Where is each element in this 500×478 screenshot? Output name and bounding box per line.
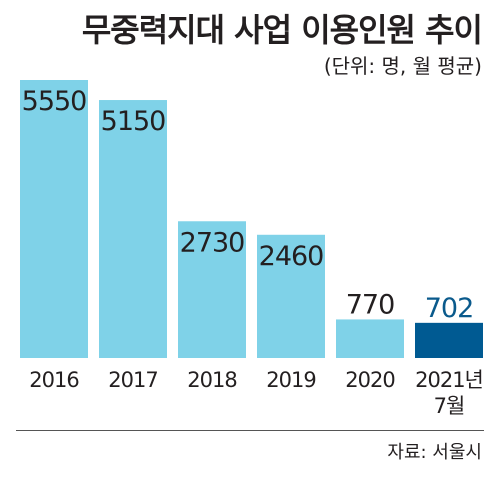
category-label-4: 2020 xyxy=(345,368,394,392)
bar-1 xyxy=(99,100,167,358)
bar-4 xyxy=(336,319,404,358)
category-label-5: 2021년 7월 xyxy=(415,368,483,418)
source-note: 자료: 서울시 xyxy=(387,442,482,463)
value-label-2: 2730 xyxy=(180,227,245,258)
source-divider xyxy=(16,430,484,431)
value-label-0: 5550 xyxy=(22,86,87,117)
value-label-3: 2460 xyxy=(259,241,324,272)
value-label-5: 702 xyxy=(425,293,474,324)
category-label-1: 2017 xyxy=(108,368,157,392)
category-label-group: 2016 2017 2018 2019 2020 2021년 7월 xyxy=(29,368,484,418)
value-label-group: 5550 5150 2730 2460 770 702 xyxy=(22,86,475,324)
bar-5 xyxy=(415,322,483,358)
chart-title: 무중력지대 사업 이용인원 추이 xyxy=(81,11,483,49)
bar-2 xyxy=(178,221,246,358)
value-label-4: 770 xyxy=(346,289,395,320)
value-label-1: 5150 xyxy=(101,106,166,137)
bar-0 xyxy=(20,80,88,358)
category-label-2: 2018 xyxy=(187,368,236,392)
category-label-0: 2016 xyxy=(29,368,79,392)
bar-3 xyxy=(257,234,325,358)
category-label-3: 2019 xyxy=(266,368,315,392)
unit-note: (단위: 명, 월 평균) xyxy=(323,54,482,78)
bar-group xyxy=(20,80,483,358)
